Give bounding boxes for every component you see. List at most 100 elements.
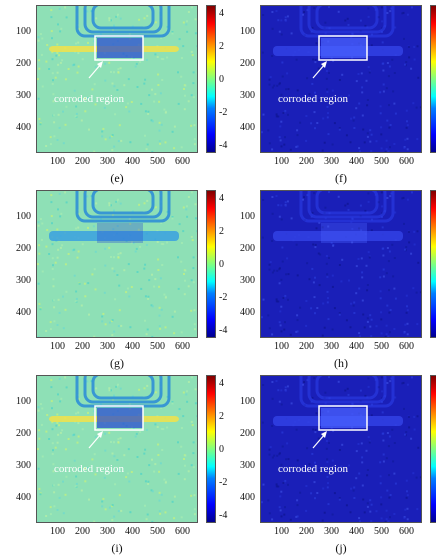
noise-speck [62, 296, 64, 298]
noise-speck [369, 71, 371, 73]
noise-speck [290, 334, 292, 336]
noise-speck [322, 488, 324, 490]
noise-speck [406, 127, 408, 129]
noise-speck [65, 106, 67, 108]
noise-speck [53, 121, 55, 123]
noise-speck [356, 265, 358, 267]
corrosion-area [321, 408, 367, 428]
noise-speck [186, 205, 188, 207]
noise-speck [165, 141, 167, 143]
noise-speck [416, 323, 418, 325]
noise-speck [393, 513, 395, 515]
noise-speck [358, 443, 360, 445]
noise-speck [101, 131, 103, 133]
noise-speck [277, 19, 279, 21]
noise-speck [75, 486, 77, 488]
noise-speck [338, 196, 340, 198]
noise-speck [326, 78, 328, 80]
noise-speck [367, 469, 369, 471]
y-tick-label: 300 [16, 276, 31, 286]
noise-speck [385, 521, 387, 523]
noise-speck [281, 34, 283, 36]
noise-speck [57, 324, 59, 326]
noise-speck [188, 196, 190, 198]
noise-speck [120, 203, 122, 205]
noise-speck [276, 300, 278, 302]
noise-speck [404, 509, 406, 511]
noise-speck [280, 509, 282, 511]
noise-speck [84, 480, 86, 482]
noise-speck [403, 408, 405, 410]
noise-speck [58, 424, 60, 426]
noise-speck [328, 133, 330, 135]
noise-speck [146, 333, 148, 335]
noise-speck [188, 100, 190, 102]
noise-speck [262, 14, 264, 16]
noise-speck [116, 459, 118, 461]
noise-speck [339, 79, 341, 81]
noise-speck [416, 138, 418, 140]
noise-speck [263, 114, 265, 116]
noise-speck [159, 122, 161, 124]
noise-speck [276, 455, 278, 457]
noise-speck [379, 276, 381, 278]
noise-speck [283, 482, 285, 484]
noise-speck [143, 453, 145, 455]
noise-speck [193, 96, 195, 98]
noise-speck [407, 124, 409, 126]
noise-speck [389, 195, 391, 197]
noise-speck [193, 281, 195, 283]
noise-speck [328, 257, 330, 259]
noise-speck [113, 331, 115, 333]
noise-speck [151, 521, 153, 523]
noise-speck [188, 381, 190, 383]
noise-speck [91, 458, 93, 460]
noise-speck [118, 510, 120, 512]
noise-speck [191, 279, 193, 281]
noise-speck [376, 325, 378, 327]
noise-speck [181, 516, 183, 518]
noise-speck [393, 328, 395, 330]
noise-speck [387, 520, 389, 522]
noise-speck [161, 309, 163, 311]
noise-speck [146, 385, 148, 387]
noise-speck [186, 390, 188, 392]
noise-speck [198, 289, 199, 291]
noise-speck [191, 421, 193, 423]
noise-speck [298, 338, 300, 339]
noise-speck [177, 441, 179, 443]
colorbar-tick-label: -2 [219, 293, 227, 303]
noise-speck [368, 386, 370, 388]
x-tick-label: 600 [175, 527, 190, 537]
noise-speck [95, 66, 97, 68]
noise-speck [154, 423, 156, 425]
noise-speck [379, 91, 381, 93]
noise-speck [140, 288, 142, 290]
noise-speck [279, 282, 281, 284]
noise-speck [383, 454, 385, 456]
noise-speck [147, 298, 149, 300]
noise-speck [161, 58, 163, 60]
noise-speck [190, 495, 192, 497]
noise-speck [56, 229, 58, 231]
noise-speck [63, 327, 65, 329]
noise-speck [348, 24, 350, 26]
noise-speck [324, 392, 326, 394]
noise-speck [119, 309, 121, 311]
noise-speck [389, 436, 391, 438]
noise-speck [146, 15, 148, 17]
plot-j [260, 375, 422, 523]
noise-speck [417, 415, 419, 417]
noise-speck [159, 140, 161, 142]
noise-speck [407, 199, 409, 201]
noise-speck [315, 429, 317, 431]
noise-speck [143, 268, 145, 270]
noise-speck [393, 103, 395, 105]
noise-speck [58, 299, 60, 301]
noise-speck [186, 31, 188, 33]
noise-speck [420, 476, 422, 478]
noise-speck [296, 129, 298, 131]
noise-speck [78, 66, 80, 68]
noise-speck [88, 129, 90, 131]
noise-speck [269, 79, 271, 81]
